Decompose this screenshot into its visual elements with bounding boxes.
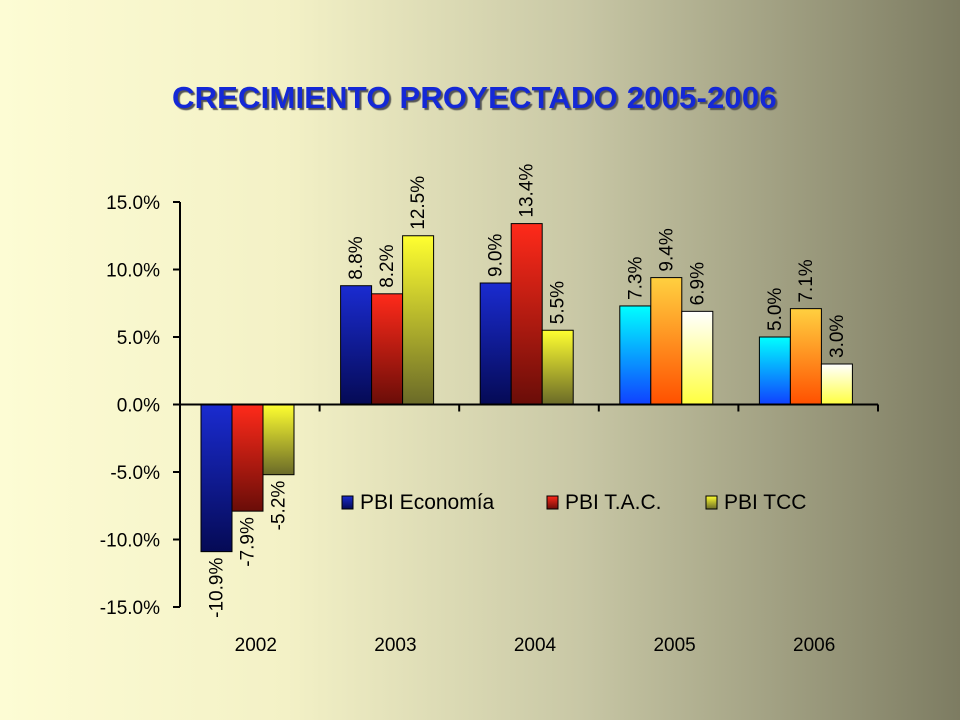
y-tick-label: 0.0% — [117, 396, 160, 417]
legend-label-0: PBI Economía — [360, 491, 495, 514]
bar-2006-series-1 — [789, 308, 822, 405]
bar-2002-series-0 — [200, 404, 233, 553]
bar-2004-series-0 — [479, 282, 512, 405]
bar-2003-series-0 — [340, 285, 373, 406]
bar-2005-series-1 — [650, 277, 683, 406]
bar-2003-series-1 — [371, 293, 404, 405]
data-label-2006-series-1: 7.1% — [796, 259, 817, 302]
legend-swatch-2 — [705, 495, 718, 510]
y-tick-label: 5.0% — [117, 328, 160, 349]
data-label-2005-series-1: 9.4% — [656, 228, 677, 271]
bar-2004-series-2 — [541, 329, 574, 405]
y-tick-label: 10.0% — [106, 261, 160, 282]
data-label-2006-series-0: 5.0% — [765, 288, 786, 331]
bar-2005-series-2 — [681, 310, 714, 406]
x-tick-label: 2002 — [235, 635, 277, 656]
data-label-2003-series-2: 12.5% — [408, 176, 429, 230]
data-label-2006-series-2: 3.0% — [827, 315, 848, 358]
y-tick-label: -10.0% — [100, 531, 160, 552]
axes-layer: 15.0% 10.0% 5.0% 0.0% -5.0% -10.0% -15.0% 2002 2… — [100, 193, 879, 656]
bars-layer — [200, 223, 853, 553]
y-tick-label: 15.0% — [106, 193, 160, 214]
data-label-2002-series-2: -5.2% — [269, 481, 290, 531]
chart-title: CRECIMIENTO PROYECTADO 2005-2006 — [172, 80, 777, 115]
data-label-2004-series-1: 13.4% — [517, 164, 538, 218]
x-tick-label: 2006 — [793, 635, 835, 656]
legend-swatch-0 — [341, 495, 354, 510]
data-label-2002-series-0: -10.9% — [207, 558, 228, 618]
x-tick-label: 2005 — [653, 635, 695, 656]
y-tick-label: -15.0% — [100, 598, 160, 619]
bar-2005-series-0 — [619, 305, 652, 406]
legend-swatch-1 — [546, 495, 559, 510]
bar-2004-series-1 — [510, 223, 543, 405]
data-label-2005-series-0: 7.3% — [625, 257, 646, 300]
data-label-2003-series-0: 8.8% — [346, 236, 367, 279]
legend-label-1: PBI T.A.C. — [565, 491, 661, 514]
data-label-2004-series-0: 9.0% — [486, 234, 507, 277]
bar-2003-series-2 — [402, 235, 435, 405]
y-tick-label: -5.0% — [110, 463, 160, 484]
bar-2002-series-1 — [231, 404, 264, 512]
bar-2002-series-2 — [262, 404, 295, 476]
legend: PBI Economía PBI T.A.C. PBI TCC — [341, 491, 806, 514]
data-label-2004-series-2: 5.5% — [548, 281, 569, 324]
x-tick-label: 2003 — [374, 635, 416, 656]
data-label-2003-series-1: 8.2% — [377, 244, 398, 287]
labels-layer: -10.9% -7.9% -5.2% 8.8% 8.2% 12.5% 9.0% 13.4% 5.… — [207, 164, 848, 618]
data-label-2005-series-2: 6.9% — [687, 262, 708, 305]
bar-2006-series-0 — [758, 336, 791, 405]
legend-label-2: PBI TCC — [724, 491, 806, 514]
bar-2006-series-2 — [820, 363, 853, 405]
data-label-2002-series-1: -7.9% — [238, 517, 259, 567]
x-tick-label: 2004 — [514, 635, 557, 656]
